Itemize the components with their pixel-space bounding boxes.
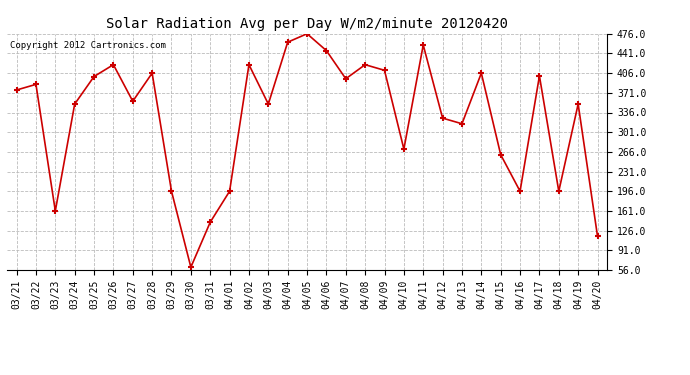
- Title: Solar Radiation Avg per Day W/m2/minute 20120420: Solar Radiation Avg per Day W/m2/minute …: [106, 17, 508, 31]
- Text: Copyright 2012 Cartronics.com: Copyright 2012 Cartronics.com: [10, 41, 166, 50]
